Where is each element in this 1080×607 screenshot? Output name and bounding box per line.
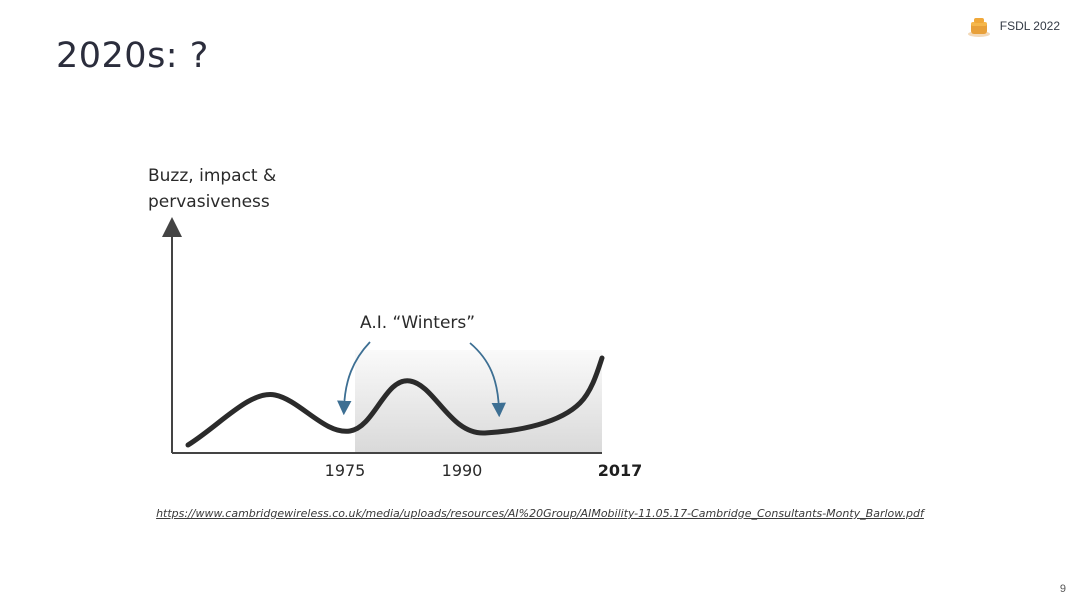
winter-arrow-1975: [337, 341, 371, 416]
hype-curve: [185, 355, 605, 448]
brand-badge: FSDL 2022: [966, 13, 1060, 39]
y-axis-label-line-1: Buzz, impact &: [148, 166, 277, 186]
tick-label-2017: 2017: [597, 461, 643, 480]
cake-logo-icon: [967, 18, 990, 37]
brand-text: FSDL 2022: [999, 19, 1060, 33]
tick-label-1975: 1975: [324, 461, 366, 480]
y-axis-label-line-2: pervasiveness: [148, 192, 270, 212]
shaded-region: [355, 350, 602, 453]
ai-hype-figure: Buzz, impact & pervasiveness A.I. “Winte…: [140, 155, 660, 495]
y-axis-label: Buzz, impact & pervasiveness: [148, 163, 276, 215]
hype-curve-diagram: [162, 217, 605, 454]
slide-title: 2020s: ?: [56, 36, 209, 76]
page-number: 9: [1059, 583, 1066, 595]
winter-arrow-1990: [469, 342, 506, 418]
tick-label-1990: 1990: [441, 461, 483, 480]
ai-winters-annotation: A.I. “Winters”: [360, 313, 476, 333]
source-link[interactable]: https://www.cambridgewireless.co.uk/medi…: [156, 507, 924, 520]
